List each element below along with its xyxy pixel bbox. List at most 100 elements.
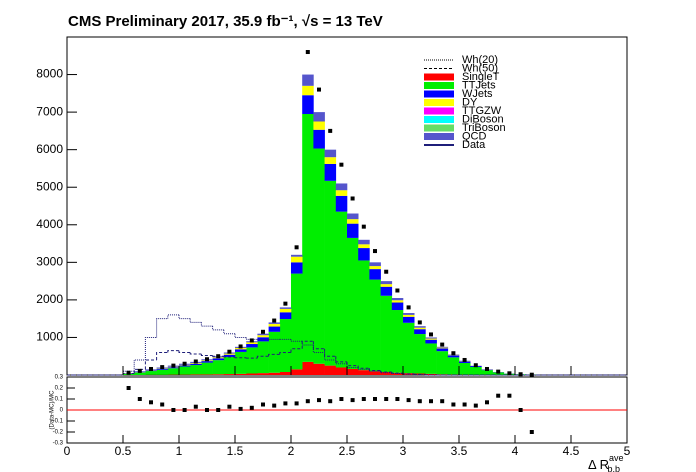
data-point	[193, 359, 198, 364]
bar-segment	[403, 314, 415, 317]
data-point	[339, 162, 344, 167]
signal-line	[189, 318, 202, 323]
bar-segment	[302, 74, 314, 86]
bar-segment	[212, 358, 225, 361]
bar-segment	[414, 327, 426, 330]
legend-swatch	[424, 99, 454, 106]
bar-segment	[257, 341, 269, 374]
data-point	[205, 357, 209, 362]
ratio-point	[149, 400, 153, 405]
data-point	[261, 329, 265, 334]
bar-segment	[414, 329, 426, 335]
ratio-point	[406, 398, 411, 403]
signal-line	[200, 322, 213, 327]
legend-swatch	[424, 133, 454, 140]
data-point	[496, 369, 501, 374]
bar-segment	[223, 353, 236, 355]
bar-segment	[358, 248, 370, 261]
signal-line	[178, 350, 191, 353]
bar-segment	[335, 190, 348, 196]
bar-segment	[279, 312, 292, 320]
bar-segment	[324, 163, 337, 181]
bar-segment	[279, 371, 292, 375]
bar-segment	[403, 322, 415, 374]
bar-segment	[459, 361, 471, 363]
ratio-point	[283, 401, 288, 406]
ratio-point	[429, 399, 433, 404]
bar-segment	[201, 361, 213, 363]
bar-segment	[167, 368, 180, 375]
data-point	[462, 357, 467, 362]
ratio-point	[462, 402, 467, 407]
bar-segment	[279, 319, 292, 372]
data-point	[294, 245, 299, 250]
bar-segment	[302, 113, 314, 362]
bar-segment	[391, 310, 404, 373]
ratio-point	[529, 430, 534, 434]
bar-segment	[414, 334, 426, 374]
ratio-point	[451, 402, 456, 407]
bar-segment	[414, 326, 426, 328]
bar-segment	[380, 286, 393, 296]
data-point	[305, 50, 310, 55]
data-point	[216, 354, 221, 359]
bar-segment	[201, 374, 213, 375]
ratio-point	[182, 408, 187, 412]
x-label-sub: b,b	[607, 464, 620, 472]
ratio-point	[395, 397, 400, 401]
bar-segment	[291, 256, 303, 263]
ratio-point	[361, 397, 366, 401]
ratio-point	[261, 402, 265, 407]
data-point	[518, 372, 523, 377]
bar-segment	[291, 273, 303, 370]
data-point	[149, 366, 153, 371]
bar-segment	[156, 368, 169, 370]
bar-segment	[335, 195, 348, 212]
bar-segment	[403, 313, 415, 315]
legend-label: DiBoson	[462, 113, 504, 125]
ratio-y-label: (Data-MC)/MC	[50, 390, 56, 430]
ratio-point	[507, 393, 512, 398]
bar-segment	[246, 342, 258, 345]
ratio-point	[473, 403, 478, 408]
x-tick-label: 0.5	[115, 444, 132, 458]
x-label-sup: ave	[609, 453, 624, 463]
y-tick-label: 0	[60, 408, 64, 414]
data-point	[249, 338, 254, 343]
legend-label: WJets	[462, 88, 493, 100]
legend-label: TTJets	[462, 79, 496, 91]
legend-label: Wh(20)	[462, 54, 498, 66]
data-point	[373, 249, 377, 254]
ratio-point	[137, 397, 142, 401]
signal-line	[245, 337, 258, 340]
bar-segment	[347, 368, 359, 375]
bar-segment	[358, 239, 370, 245]
ratio-point	[339, 397, 344, 401]
y-tick-label: 3000	[36, 255, 63, 269]
bar-segment	[145, 371, 157, 375]
ratio-point	[272, 403, 277, 408]
bar-segment	[380, 284, 393, 287]
bar-segment	[335, 211, 348, 368]
bar-segment	[425, 337, 437, 339]
chart-title: CMS Preliminary 2017, 35.9 fb⁻¹, √s = 13…	[68, 13, 383, 30]
x-tick-label: 0	[64, 444, 71, 458]
data-point	[473, 363, 478, 368]
data-point	[451, 351, 456, 356]
legend-label: SingleT	[462, 71, 500, 83]
bar-segment	[391, 298, 404, 301]
legend-label: TTGZW	[462, 105, 502, 117]
bar-segment	[347, 223, 359, 238]
bar-segment	[369, 371, 381, 375]
signal-line	[268, 353, 280, 357]
bar-segment	[313, 129, 325, 149]
bar-segment	[302, 85, 314, 96]
legend-label: QCD	[462, 130, 487, 142]
ratio-point	[216, 408, 221, 412]
signal-line	[324, 348, 336, 357]
signal-line	[413, 373, 426, 375]
ratio-point	[317, 398, 321, 403]
data-point	[350, 196, 355, 201]
data-point	[440, 342, 445, 347]
bar-segment	[235, 373, 247, 375]
